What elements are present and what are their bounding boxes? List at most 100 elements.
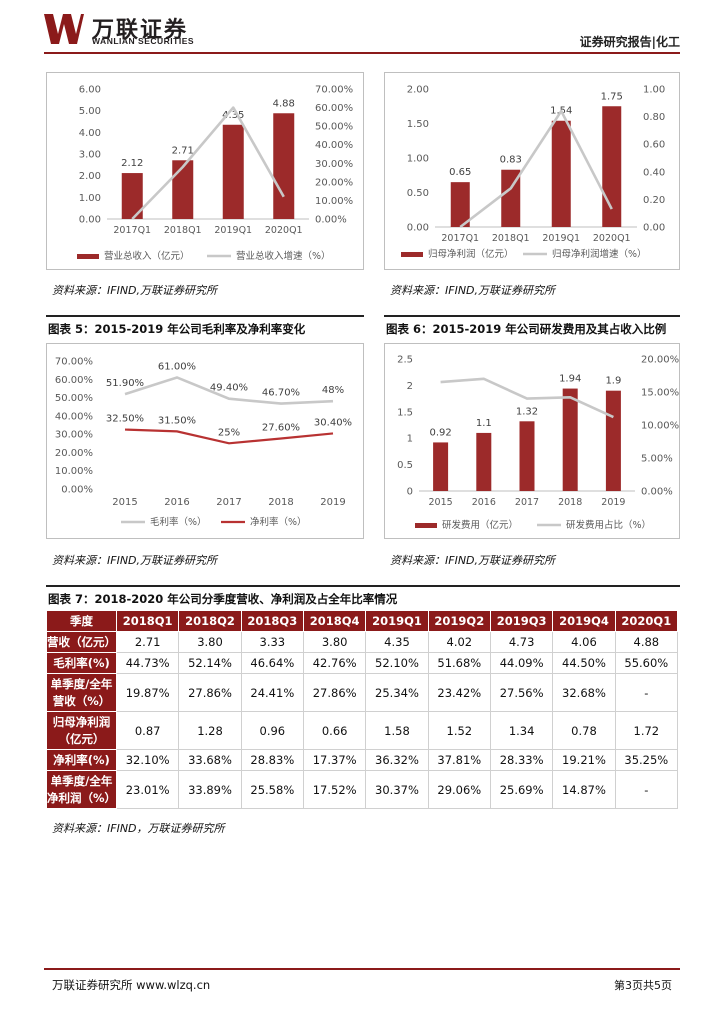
y-tick-label-right: 0.00 [643,223,665,234]
x-tick-label: 2016 [472,497,496,508]
legend-label: 营业总收入（亿元） [104,250,190,262]
table-row: 单季度/全年营收（%） 19.87% 27.86% 24.41% 27.86% 25.34… [46,673,679,712]
y-tick-label-right: 10.00% [641,421,679,432]
table-header-row: 季度 2018Q1 2018Q2 2018Q3 2018Q4 2019Q1 2019Q2 20… [46,610,679,632]
table-cell: 17.52% [302,770,367,809]
table-cell: 30.37% [365,770,429,809]
bar-data-label: 1.94 [559,374,581,385]
y-tick-label-right: 50.00% [315,122,353,133]
bar [501,169,521,227]
table-cell: 19.21% [552,749,616,771]
source-note: 资料来源：IFIND,万联证券研究所 [390,284,556,297]
y-tick-label-right: 70.00% [315,85,353,96]
y-tick-label: 60.00% [55,375,93,386]
y-tick-label-right: 1.00 [643,85,665,96]
table-cell: 4.73 [489,631,554,653]
x-tick-label: 2017Q1 [113,225,151,236]
y-tick-label-left: 0.00 [407,223,429,234]
point-data-label: 31.50% [158,415,196,426]
table-cell: 44.09% [489,652,554,674]
y-tick-label-left: 0.5 [397,460,413,471]
legend-label: 研发费用占比（%） [566,519,651,531]
x-tick-label: 2020Q1 [265,225,303,236]
table-column-header: 2020Q1 [614,610,679,632]
table-row: 归母净利润（亿元） 0.87 1.28 0.96 0.66 1.58 1.52 1.34 0.7… [46,711,679,750]
table-cell: 36.32% [365,749,429,771]
chart-revenue-svg: 0.00 1.00 2.00 3.00 4.00 5.00 6.00 0.00% 10.00% 2… [77,85,353,262]
table-cell: 1.34 [489,711,554,750]
y-tick-label-left: 5.00 [79,106,101,117]
table-cell: 17.37% [302,749,367,771]
y-tick-label-left: 2.00 [79,171,101,182]
y-tick-label-right: 10.00% [315,196,353,207]
table-cell: 25.69% [489,770,554,809]
table-cell: 27.56% [489,673,554,712]
chart-rd-expense: 0 0.5 1 1.5 2 2.5 0.00% 5.00% 10.00% 15.00% 20.00%… [384,343,680,539]
table-cell: 0.87 [115,711,180,750]
x-tick-label: 2020Q1 [593,233,631,244]
x-tick-label: 2018 [558,497,582,508]
table-cell: 0.78 [552,711,616,750]
y-tick-label: 50.00% [55,393,93,404]
bar [562,388,578,491]
bar-data-label: 1.1 [476,418,492,429]
footer-rule [44,968,680,970]
caption-rule [46,585,680,587]
page-number: 第3页共5页 [614,979,672,992]
x-tick-label: 2015 [112,497,137,508]
y-tick-label: 70.00% [55,357,93,368]
bar [273,113,295,219]
bar [476,432,492,491]
bar [172,160,194,219]
chart-net-profit: 0.00 0.50 1.00 1.50 2.00 0.00 0.20 0.40 0.60 0.80… [384,72,680,270]
table-cell: 52.10% [365,652,429,674]
bar-data-label: 1.32 [516,406,538,417]
table-cell: 46.64% [240,652,304,674]
y-tick-label-left: 0.00 [79,215,101,226]
table-cell: 28.33% [489,749,554,771]
table-source-note: 资料来源：IFIND，万联证券研究所 [52,822,225,835]
y-tick-label-right: 0.80 [643,112,665,123]
bar [450,182,470,227]
table-cell: 37.81% [427,749,491,771]
table-cell: 25.58% [240,770,304,809]
x-tick-label: 2015 [429,497,453,508]
logo-w-icon [44,14,84,44]
logo-chinese: 万联证券 [92,18,189,43]
table-row: 单季度/全年净利润（%） 23.01% 33.89% 25.58% 17.52% 30.3… [46,770,679,809]
figure-caption-5: 图表 5：2015-2019 年公司毛利率及净利率变化 [48,322,306,336]
table-column-header: 2018Q4 [302,610,367,632]
table-cell: 32.10% [115,749,180,771]
legend-label: 归母净利润增速（%） [552,248,647,260]
table-column-header: 2018Q3 [240,610,304,632]
table-row-header: 毛利率(%) [46,652,117,674]
y-tick-label-left: 6.00 [79,85,101,96]
y-tick-label-left: 0.50 [407,188,429,199]
table-cell: 27.86% [178,673,242,712]
table-cell: 2.71 [115,631,180,653]
y-tick-label-left: 2.5 [397,355,413,366]
table-column-header: 2019Q4 [552,610,616,632]
table-cell: 23.42% [427,673,491,712]
table-cell: 32.68% [552,673,616,712]
line-series [459,109,613,229]
figure-caption-6: 图表 6：2015-2019 年公司研发费用及其占收入比例 [386,322,667,336]
table-row: 净利率(%) 32.10% 33.68% 28.83% 17.37% 36.32% 37.8… [46,749,679,771]
table-cell: 33.68% [178,749,242,771]
table-row-header: 营收（亿元） [46,631,117,653]
point-data-label: 27.60% [262,423,300,434]
bar-data-label: 1.9 [605,376,621,387]
chart-net-profit-svg: 0.00 0.50 1.00 1.50 2.00 0.00 0.20 0.40 0.60 0.80… [401,85,665,260]
y-tick-label-left: 1.5 [397,407,413,418]
bar-data-label: 4.88 [273,98,295,109]
quarterly-table: 季度 2018Q1 2018Q2 2018Q3 2018Q4 2019Q1 2019Q2 20… [46,610,679,809]
x-tick-label: 2017 [515,497,539,508]
table-row: 营收（亿元） 2.71 3.80 3.33 3.80 4.35 4.02 4.73 4.06 4.… [46,631,679,653]
legend-label: 净利率（%） [250,516,307,528]
bar-data-label: 2.71 [172,145,194,156]
x-tick-label: 2018Q1 [164,225,202,236]
legend-swatch-bar [77,254,99,259]
bar-data-label: 0.92 [429,427,451,438]
table-cell: 33.89% [178,770,242,809]
source-note: 资料来源：IFIND,万联证券研究所 [52,554,218,567]
